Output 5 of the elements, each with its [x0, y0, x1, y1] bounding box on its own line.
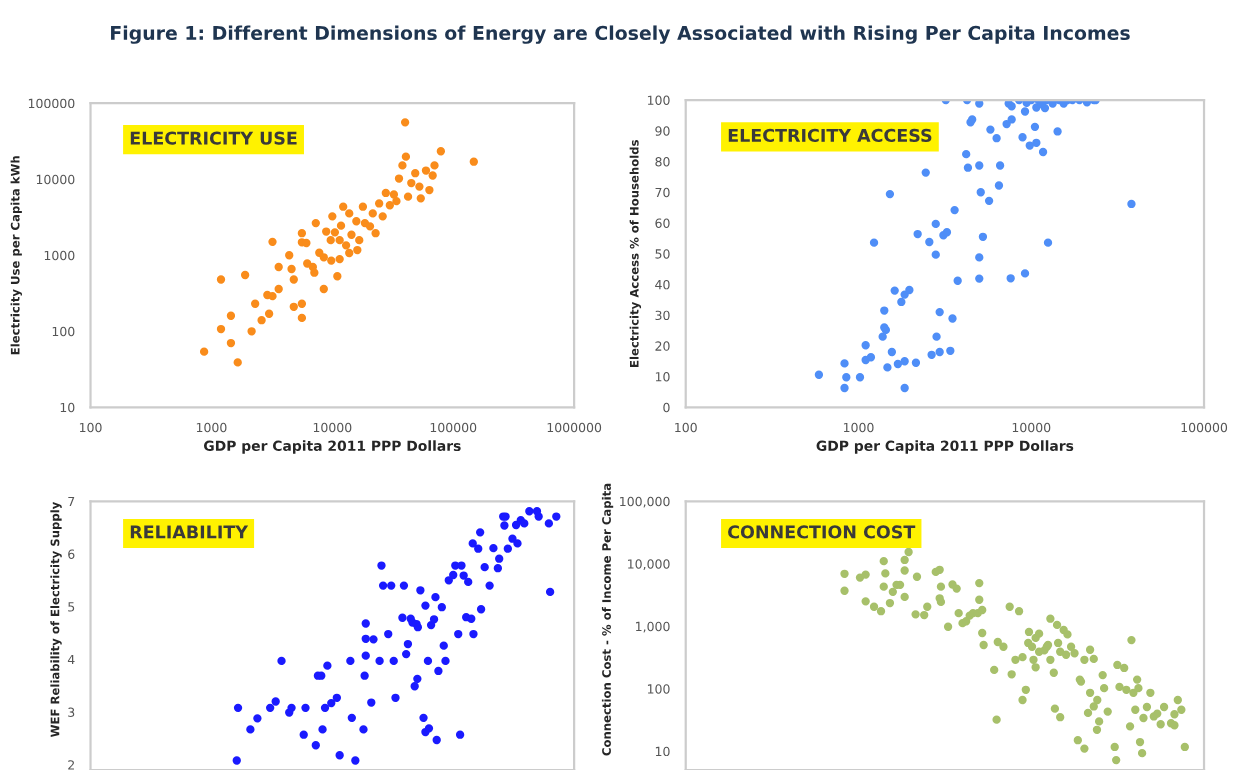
text: RELIABILITY: [130, 525, 249, 539]
text: ELECTRICITY ACCESS: [728, 128, 932, 143]
text: ELECTRICITY USE: [130, 131, 297, 145]
caption: Figure 1: Different Dimensions of Energy are Closely Associated with Rising Per Capita Incomes: [111, 25, 1130, 44]
text: CONNECTION COST: [728, 525, 916, 539]
